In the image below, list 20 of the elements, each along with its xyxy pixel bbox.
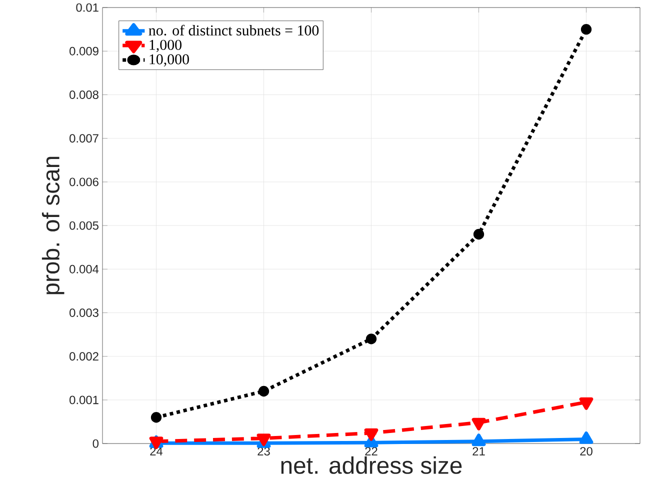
y-tick-label: 0.007 (70, 134, 98, 143)
x-tick-label: 20 (580, 447, 592, 456)
legend-label: 1,000 (150, 40, 182, 52)
x-tick-label: 24 (150, 447, 163, 456)
y-tick-label: 0 (92, 440, 99, 448)
legend-label: no. of distinct subnets = 100 (148, 25, 319, 36)
x-tick-label: 21 (472, 447, 485, 456)
x-axis-title: net. address size (281, 456, 462, 474)
y-axis-title: prob. of scan (42, 157, 64, 294)
y-tick-label: 0.008 (70, 90, 98, 100)
y-tick-label: 0.004 (70, 265, 99, 274)
y-tick-label: 0.009 (70, 47, 98, 56)
y-tick-label: 0.002 (70, 352, 98, 361)
x-tick-label: 22 (365, 447, 378, 456)
legend-label: 10,000 (150, 54, 189, 67)
y-tick-label: 0.003 (70, 308, 98, 318)
y-tick-label: 0.005 (70, 222, 98, 230)
y-tick-label: 0.001 (70, 396, 98, 404)
y-tick-label: 0.01 (76, 4, 98, 12)
y-tick-label: 0.006 (70, 178, 98, 186)
